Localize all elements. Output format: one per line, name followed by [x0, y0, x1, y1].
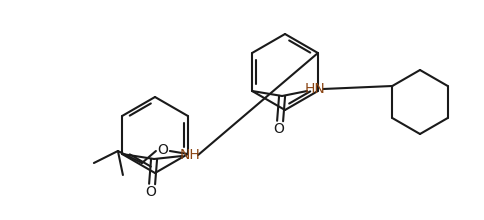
- Text: O: O: [273, 122, 284, 136]
- Text: O: O: [145, 185, 156, 199]
- Text: HN: HN: [304, 82, 325, 96]
- Text: O: O: [157, 143, 168, 157]
- Text: NH: NH: [180, 148, 200, 162]
